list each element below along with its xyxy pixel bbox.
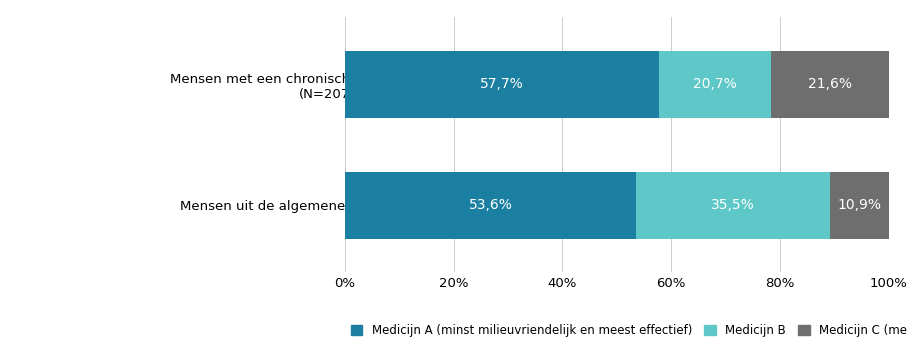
Text: 53,6%: 53,6% [469,199,512,213]
Legend: Medicijn A (minst milieuvriendelijk en meest effectief), Medicijn B, Medicijn C : Medicijn A (minst milieuvriendelijk en m… [351,324,907,337]
Text: 21,6%: 21,6% [808,77,852,91]
Bar [345,51,658,118]
Text: 57,7%: 57,7% [480,77,523,91]
Text: 20,7%: 20,7% [693,77,736,91]
Bar [771,51,889,118]
Bar [658,51,771,118]
Text: 35,5%: 35,5% [711,199,755,213]
Bar [637,172,830,239]
Bar [830,172,889,239]
Text: 10,9%: 10,9% [837,199,882,213]
Bar [345,172,637,239]
